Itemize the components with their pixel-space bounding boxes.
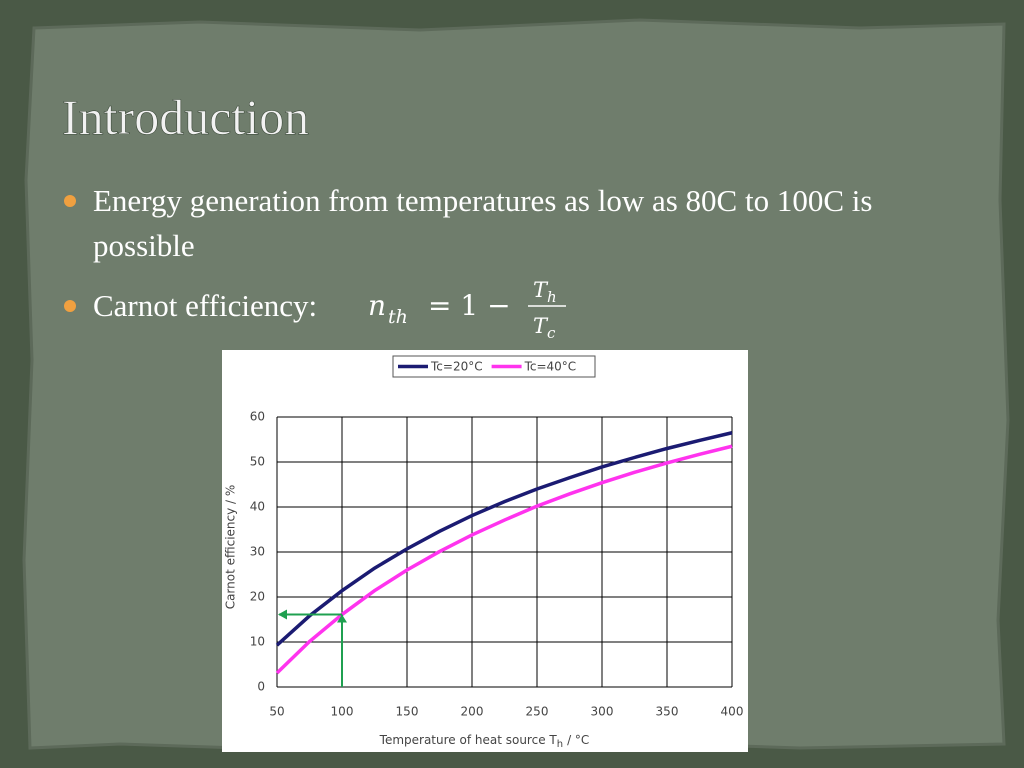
y-tick-label: 40	[250, 500, 265, 514]
formula-numerator: T	[533, 278, 549, 302]
x-tick-label: 250	[526, 705, 549, 719]
x-tick-label: 300	[591, 705, 614, 719]
line-series	[275, 444, 733, 675]
formula-denominator: T	[533, 314, 549, 338]
bullet-text: Energy generation from temperatures as l…	[93, 183, 873, 263]
slide-title: Introduction	[62, 89, 309, 145]
x-tick-label: 150	[396, 705, 419, 719]
y-tick-label: 0	[257, 680, 265, 694]
x-tick-label: 350	[656, 705, 679, 719]
y-tick-label: 60	[250, 410, 265, 424]
formula-numerator-sub: h	[547, 288, 557, 306]
x-tick-label: 100	[331, 705, 354, 719]
annotation-arrowhead	[278, 609, 287, 620]
annotation-arrowhead	[337, 614, 347, 623]
formula-middle: = 1 −	[428, 289, 511, 322]
line-series	[275, 431, 733, 647]
chart-background	[222, 350, 748, 752]
formula-symbol: n	[368, 289, 386, 322]
bullet-dot	[64, 300, 76, 312]
formula-subscript: th	[388, 306, 408, 328]
x-axis-label-text: Temperature of heat source T	[379, 733, 558, 747]
chart: 0 10 20 30 40 50 60 50 100 150 200 250 300 350 400 Carn…	[222, 350, 748, 752]
y-tick-label: 50	[250, 455, 265, 469]
y-tick-label: 20	[250, 590, 265, 604]
bullet-dot	[64, 195, 76, 207]
x-tick-label: 50	[269, 705, 284, 719]
y-tick-label: 30	[250, 545, 265, 559]
x-tick-label: 200	[461, 705, 484, 719]
formula: n th = 1 − T h T c	[368, 278, 566, 342]
x-tick-label: 400	[721, 705, 744, 719]
legend-label: Tc=20°C	[430, 360, 483, 374]
y-axis-label: Carnot efficiency / %	[224, 485, 238, 610]
bullet-text: Carnot efficiency:	[93, 288, 318, 323]
y-tick-label: 10	[250, 635, 265, 649]
formula-denominator-sub: c	[547, 324, 556, 342]
x-axis-label-subscript: h	[557, 739, 563, 750]
x-axis-label: Temperature of heat source Th / °C	[379, 733, 590, 751]
legend-label: Tc=40°C	[524, 360, 577, 374]
x-axis-label-suffix: / °C	[567, 733, 589, 747]
